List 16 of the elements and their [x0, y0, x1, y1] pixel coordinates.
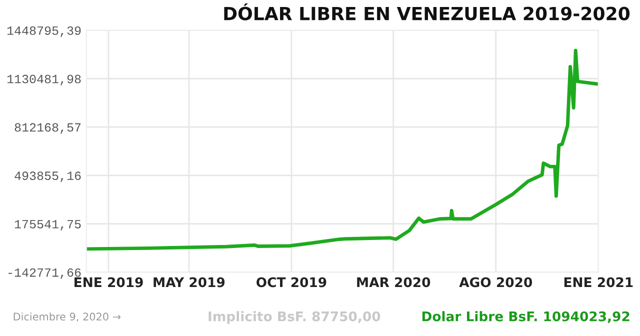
y-tick-label: 493855,16: [14, 172, 81, 182]
y-tick-label: 175541,75: [14, 220, 81, 231]
y-tick-label: 812168,57: [14, 123, 81, 134]
line-series: [86, 48, 598, 251]
x-tick-label: OCT 2019: [256, 277, 326, 288]
x-tick-label: ENE 2021: [564, 277, 633, 288]
y-tick-label: -142771,66: [8, 268, 81, 279]
x-tick-label: AGO 2020: [459, 277, 532, 288]
x-tick-label: ENE 2019: [74, 277, 143, 288]
x-tick-label: MAY 2019: [154, 277, 225, 288]
chart-title: DÓLAR LIBRE EN VENEZUELA 2019-2020: [224, 3, 630, 20]
text: Diciembre 9, 2020 →: [14, 312, 121, 322]
y-tick-label: 1448795,39: [7, 26, 81, 37]
text: Dolar Libre BsF. 1094023,92: [422, 311, 630, 324]
x-tick-label: MAR 2020: [357, 277, 430, 288]
y-tick-label: 1130481,98: [7, 74, 81, 86]
